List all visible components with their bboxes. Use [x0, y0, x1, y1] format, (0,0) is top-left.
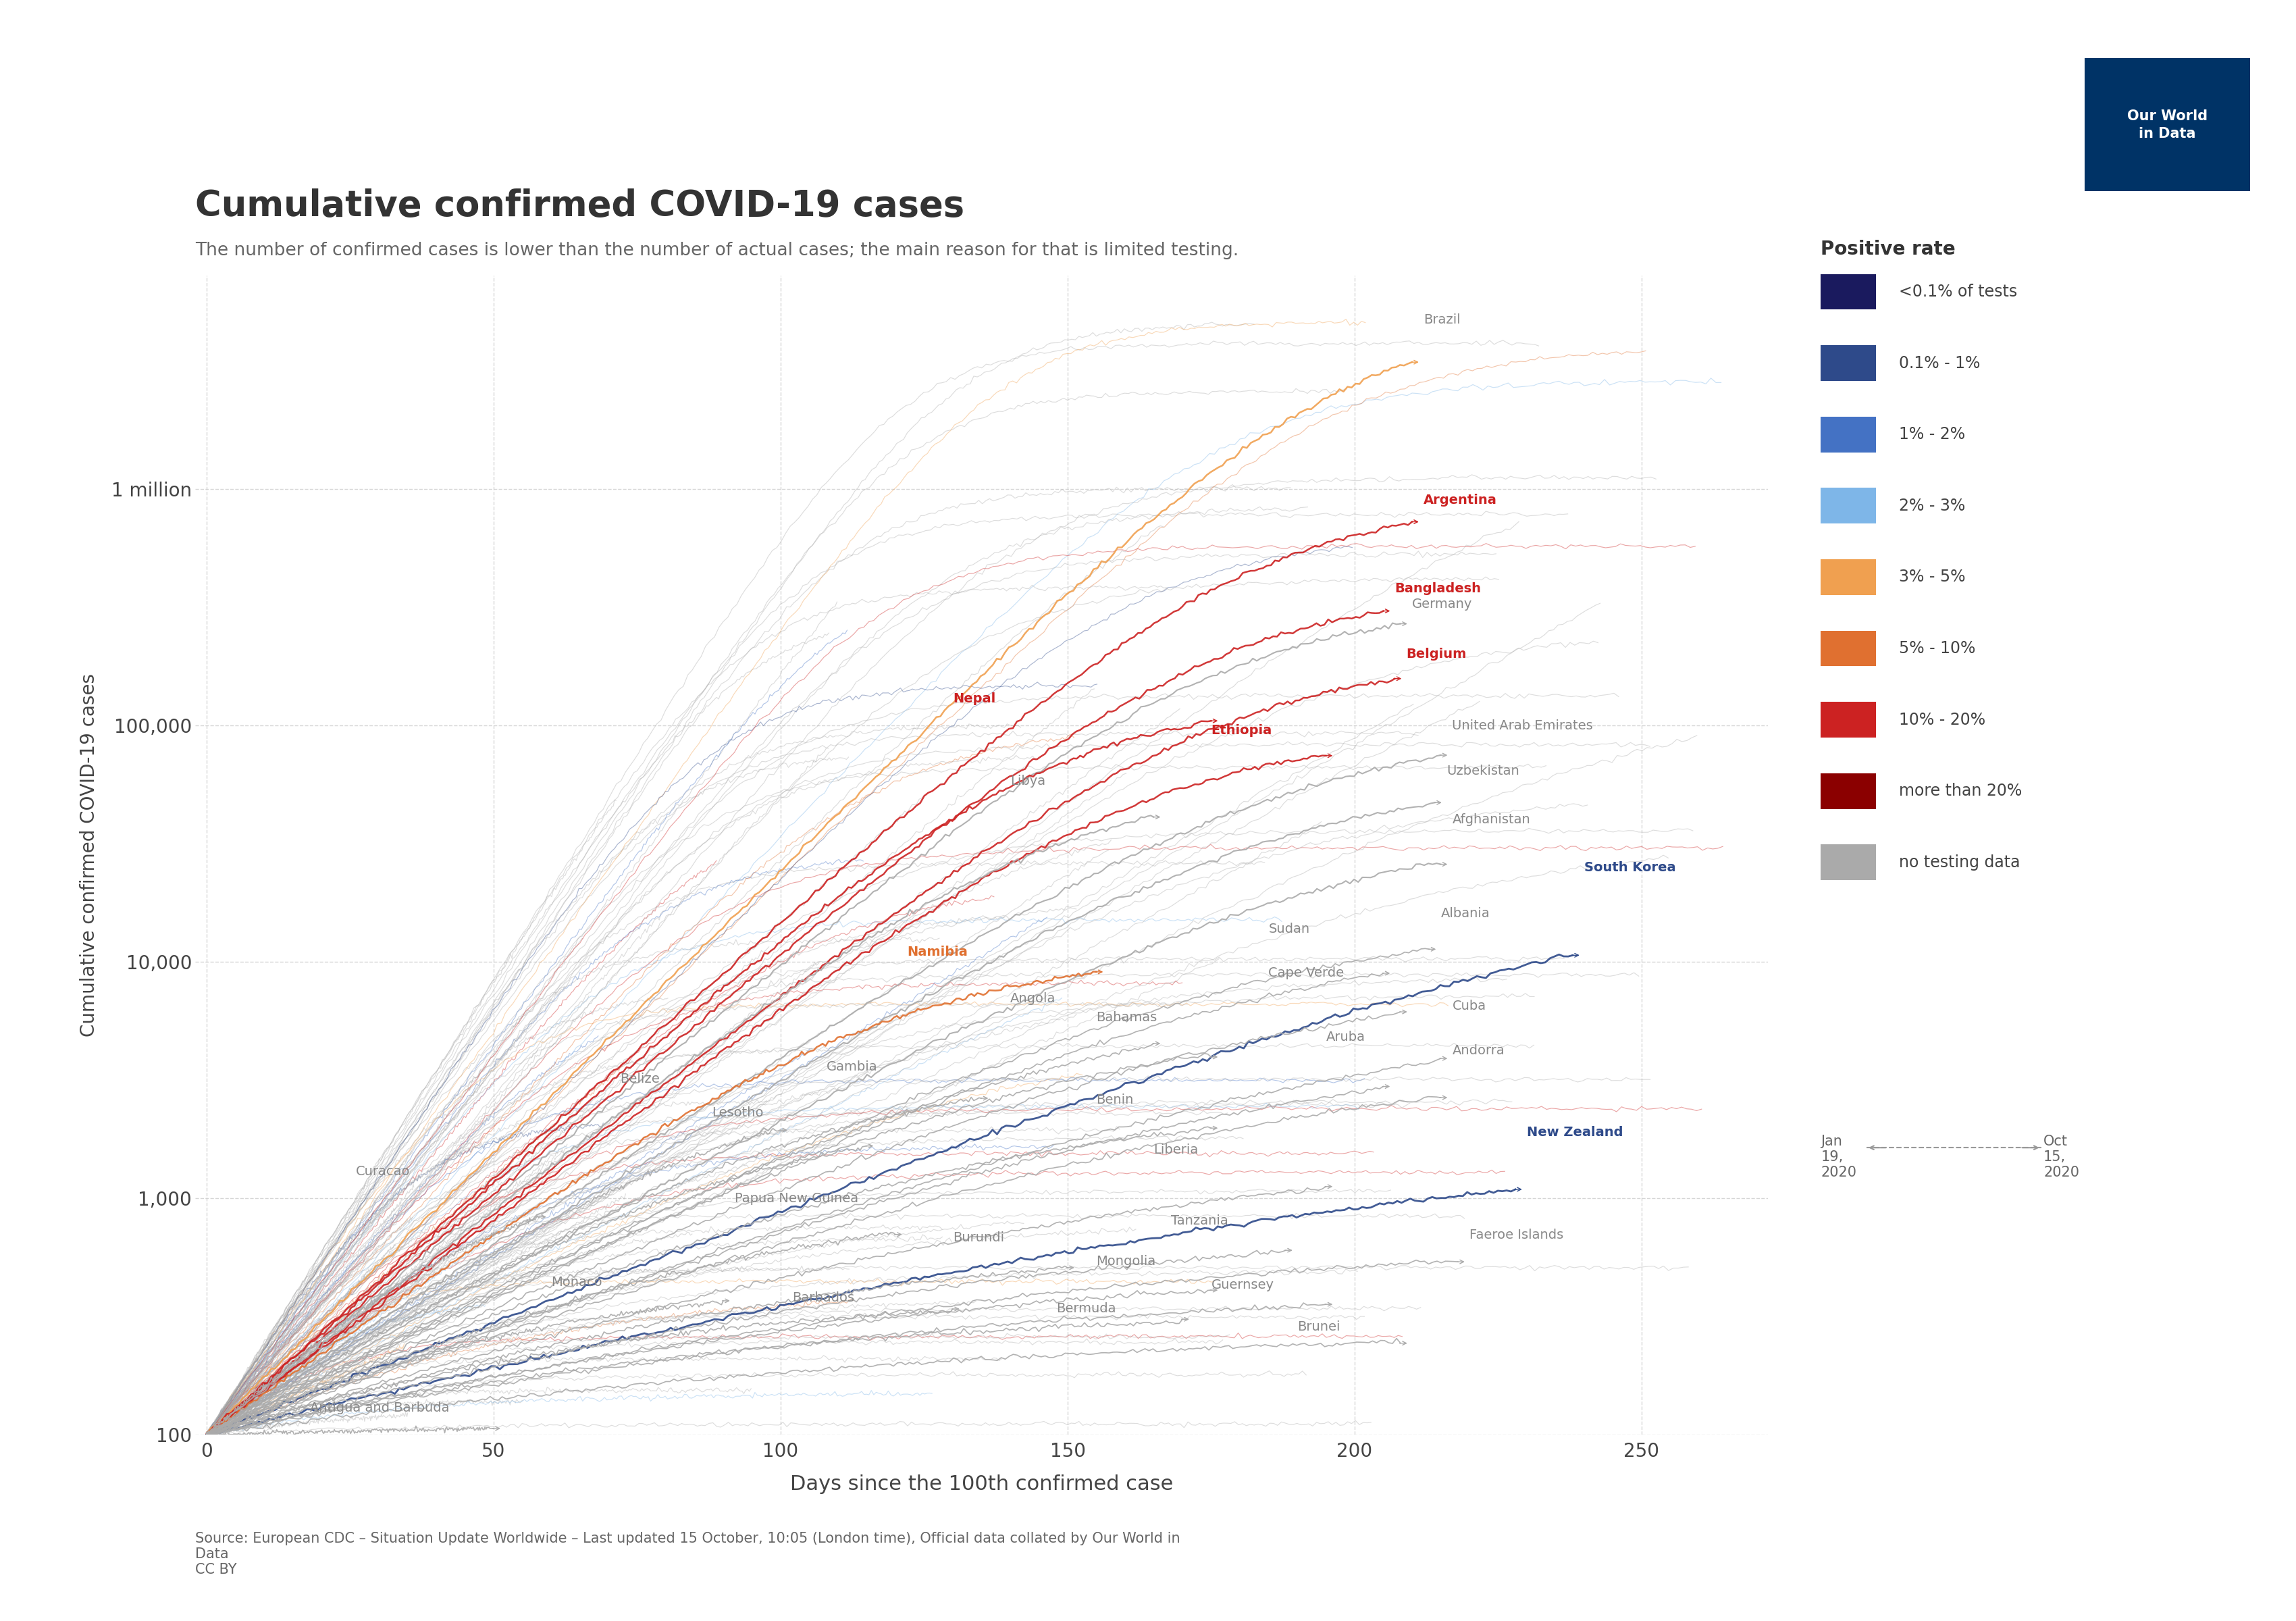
Text: Bangladesh: Bangladesh — [1394, 582, 1481, 595]
Text: 2% - 3%: 2% - 3% — [1899, 498, 1965, 514]
Text: 5% - 10%: 5% - 10% — [1899, 640, 1975, 657]
Text: Bahamas: Bahamas — [1097, 1012, 1157, 1024]
Text: Sudan: Sudan — [1267, 922, 1309, 935]
Text: Ethiopia: Ethiopia — [1212, 725, 1272, 738]
Text: more than 20%: more than 20% — [1899, 783, 2023, 799]
Text: Liberia: Liberia — [1153, 1143, 1199, 1156]
Text: Benin: Benin — [1097, 1094, 1134, 1107]
Text: Our World
in Data: Our World in Data — [2126, 109, 2209, 141]
Text: Tanzania: Tanzania — [1171, 1214, 1228, 1227]
Text: Libya: Libya — [1010, 775, 1045, 788]
Text: The number of confirmed cases is lower than the number of actual cases; the main: The number of confirmed cases is lower t… — [195, 242, 1238, 259]
Text: Angola: Angola — [1010, 992, 1056, 1005]
Text: Nepal: Nepal — [953, 692, 996, 705]
Text: Belize: Belize — [620, 1073, 659, 1084]
Text: New Zealand: New Zealand — [1527, 1127, 1623, 1138]
Text: Positive rate: Positive rate — [1821, 240, 1956, 259]
Text: Mongolia: Mongolia — [1097, 1255, 1155, 1268]
Text: Burundi: Burundi — [953, 1232, 1003, 1245]
Text: Namibia: Namibia — [907, 945, 967, 958]
Text: Monaco: Monaco — [551, 1276, 602, 1289]
Text: Barbados: Barbados — [792, 1290, 854, 1303]
Text: Andorra: Andorra — [1451, 1044, 1504, 1057]
Text: Gambia: Gambia — [827, 1060, 877, 1073]
Text: Cuba: Cuba — [1451, 1000, 1486, 1013]
Text: Afghanistan: Afghanistan — [1451, 814, 1531, 827]
Text: Brunei: Brunei — [1297, 1321, 1341, 1334]
Text: Source: European CDC – Situation Update Worldwide – Last updated 15 October, 10:: Source: European CDC – Situation Update … — [195, 1532, 1180, 1577]
Text: Brazil: Brazil — [1424, 313, 1460, 326]
Y-axis label: Cumulative confirmed COVID-19 cases: Cumulative confirmed COVID-19 cases — [80, 673, 99, 1037]
X-axis label: Days since the 100th confirmed case: Days since the 100th confirmed case — [790, 1473, 1173, 1493]
Text: Belgium: Belgium — [1405, 648, 1467, 661]
Text: <0.1% of tests: <0.1% of tests — [1899, 284, 2018, 300]
Text: Curacao: Curacao — [356, 1165, 411, 1178]
Text: Cape Verde: Cape Verde — [1267, 966, 1343, 979]
Text: Lesotho: Lesotho — [712, 1106, 762, 1118]
Text: Aruba: Aruba — [1325, 1031, 1366, 1044]
Text: Argentina: Argentina — [1424, 493, 1497, 506]
Text: 3% - 5%: 3% - 5% — [1899, 569, 1965, 585]
Text: 1% - 2%: 1% - 2% — [1899, 426, 1965, 443]
Text: Cumulative confirmed COVID-19 cases: Cumulative confirmed COVID-19 cases — [195, 188, 964, 224]
Text: Jan
19,
2020: Jan 19, 2020 — [1821, 1135, 1857, 1180]
Text: Bermuda: Bermuda — [1056, 1303, 1116, 1315]
Text: Albania: Albania — [1442, 908, 1490, 921]
Text: Uzbekistan: Uzbekistan — [1446, 765, 1520, 778]
Text: South Korea: South Korea — [1584, 861, 1676, 874]
Text: Guernsey: Guernsey — [1212, 1279, 1274, 1292]
Text: Antigua and Barbuda: Antigua and Barbuda — [310, 1401, 450, 1414]
Text: United Arab Emirates: United Arab Emirates — [1451, 720, 1593, 731]
Text: no testing data: no testing data — [1899, 854, 2020, 870]
Text: 10% - 20%: 10% - 20% — [1899, 712, 1986, 728]
Text: Oct
15,
2020: Oct 15, 2020 — [2043, 1135, 2080, 1180]
Text: Germany: Germany — [1412, 598, 1472, 611]
Text: Papua New Guinea: Papua New Guinea — [735, 1191, 859, 1204]
Text: 0.1% - 1%: 0.1% - 1% — [1899, 355, 1979, 371]
Text: Faeroe Islands: Faeroe Islands — [1469, 1229, 1564, 1242]
